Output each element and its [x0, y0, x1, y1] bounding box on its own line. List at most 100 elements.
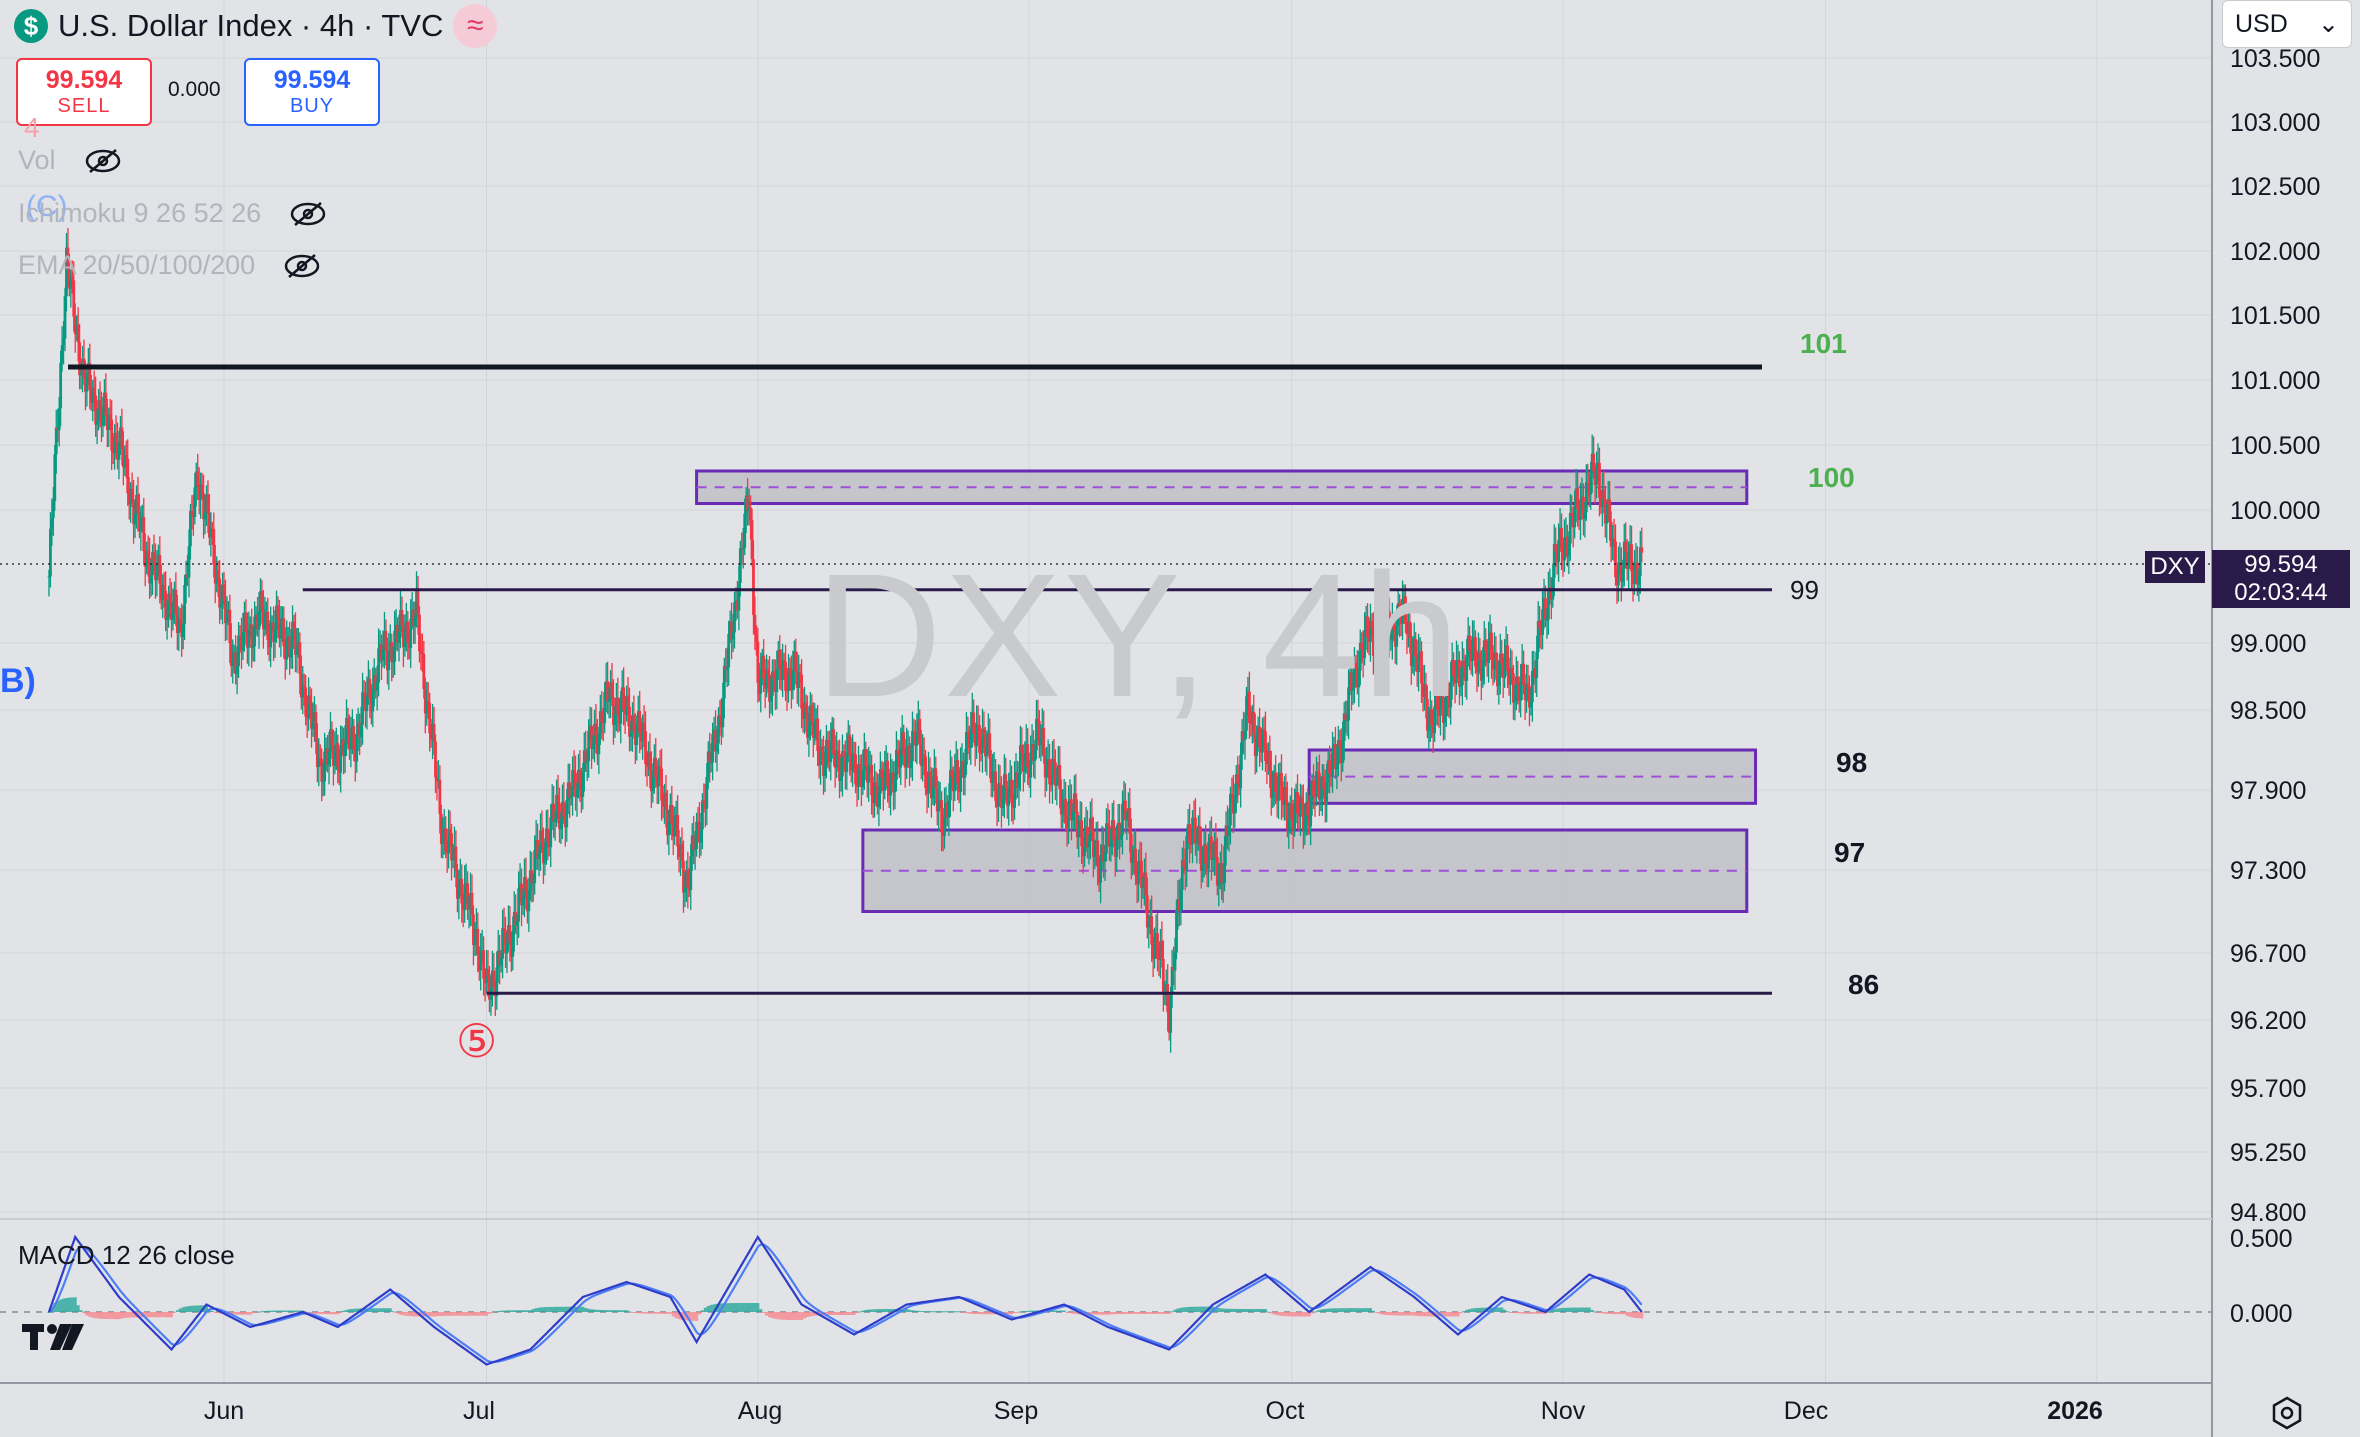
macd-histogram-bar — [99, 1312, 103, 1319]
candle-body — [1635, 562, 1639, 585]
macd-histogram-bar — [1290, 1312, 1294, 1317]
macd-histogram-bar — [394, 1312, 398, 1314]
candle-body — [1221, 882, 1225, 884]
hidden-eye-icon[interactable] — [84, 148, 122, 174]
candle-body — [235, 666, 239, 675]
candle-body — [457, 886, 461, 899]
candle-body — [1018, 745, 1022, 775]
candle-body — [1507, 670, 1511, 685]
macd-histogram-bar — [1506, 1311, 1510, 1313]
candle-body — [323, 751, 327, 782]
macd-histogram-bar — [1497, 1307, 1501, 1312]
candle-body — [260, 591, 264, 610]
symbol-title[interactable]: U.S. Dollar Index · 4h · TVC — [58, 8, 444, 43]
price-zones[interactable] — [695, 469, 1758, 913]
x-tick: Dec — [1783, 1397, 1829, 1425]
indicator-ema[interactable]: EMA 20/50/100/200 — [18, 250, 321, 281]
candle-body — [804, 702, 808, 713]
candle-body — [238, 635, 242, 637]
candle-body — [132, 499, 135, 525]
candle-body — [202, 493, 205, 520]
sell-button[interactable]: 99.594 SELL — [16, 58, 152, 126]
candle-body — [874, 782, 878, 787]
macd-histogram-bar — [432, 1312, 436, 1317]
candle-body — [75, 325, 79, 335]
macd-histogram-bar — [514, 1310, 518, 1312]
candle-body — [1447, 696, 1451, 708]
hidden-eye-icon[interactable] — [289, 201, 327, 227]
candle-body — [1528, 685, 1531, 708]
candle-body — [1549, 586, 1553, 600]
candle-body — [191, 514, 195, 517]
candle-body — [1212, 840, 1216, 859]
level-lines[interactable] — [0, 364, 2212, 995]
y-tick: 96.200 — [2230, 1007, 2307, 1035]
currency-select[interactable]: USD ⌄ — [2222, 0, 2352, 48]
candle-body — [794, 651, 798, 672]
candle-body — [826, 739, 830, 749]
candle-body — [62, 338, 65, 346]
candle-body — [273, 629, 277, 642]
candle-body — [369, 698, 373, 712]
candle-body — [619, 698, 623, 724]
candle-body — [476, 928, 480, 955]
candle-body — [110, 419, 114, 451]
macd-histogram-bar — [292, 1310, 296, 1312]
candle-body — [1250, 711, 1254, 724]
candle-body — [536, 839, 540, 859]
candle-body — [708, 751, 712, 763]
macd-histogram-bar — [1345, 1308, 1349, 1312]
macd-histogram-bar — [307, 1312, 311, 1313]
macd-histogram-bar — [1030, 1310, 1034, 1312]
candle-body — [1421, 683, 1425, 697]
settings-icon[interactable] — [2270, 1396, 2304, 1430]
candle-body — [695, 821, 698, 849]
candle-body — [261, 609, 265, 630]
buy-button[interactable]: 99.594 BUY — [244, 58, 380, 126]
macd-histogram-bar — [566, 1306, 570, 1312]
candle-body — [582, 750, 586, 772]
macd-histogram-bar — [257, 1311, 261, 1313]
candle-body — [553, 818, 557, 822]
candle-body — [54, 427, 58, 455]
hidden-eye-icon[interactable] — [283, 253, 321, 279]
macd-histogram-bar — [1053, 1310, 1057, 1312]
macd-histogram-bar — [1263, 1308, 1267, 1312]
macd-histogram-bar — [53, 1303, 57, 1312]
candle-body — [779, 669, 783, 680]
candle-body — [871, 795, 875, 804]
chart-header[interactable]: $ U.S. Dollar Index · 4h · TVC ≈ — [14, 4, 498, 48]
macd-histogram-bar — [1266, 1311, 1270, 1313]
tradingview-logo[interactable] — [22, 1318, 86, 1354]
candle-body — [537, 853, 541, 859]
macd-histogram-bar — [960, 1312, 964, 1313]
candle-body — [994, 771, 998, 801]
macd-histogram-bar — [339, 1312, 343, 1313]
candle-body — [518, 883, 522, 889]
candle-body — [439, 814, 443, 844]
candle-body — [1444, 690, 1448, 716]
indicator-ichimoku[interactable]: Ichimoku 9 26 52 26 — [18, 198, 327, 229]
macd-histogram-bar — [773, 1312, 777, 1319]
candle-body — [205, 494, 208, 513]
candle-body — [520, 883, 523, 906]
wave-icon[interactable]: ≈ — [453, 4, 498, 48]
candle-body — [108, 414, 112, 420]
macd-histogram-bar — [1252, 1308, 1256, 1312]
indicator-vol[interactable]: Vol — [18, 145, 122, 176]
macd-histogram-bar — [1479, 1307, 1483, 1312]
candle-body — [399, 609, 402, 633]
macd-histogram-bar — [1228, 1308, 1232, 1312]
candle-body — [102, 392, 106, 407]
macd-histogram-bar — [1010, 1312, 1014, 1315]
candle-body — [453, 846, 456, 859]
candle-body — [660, 768, 663, 801]
candle-body — [53, 454, 57, 502]
candle-body — [584, 750, 588, 763]
candle-body — [1570, 512, 1574, 516]
macd-histogram-bar — [619, 1310, 623, 1312]
candle-body — [1409, 637, 1413, 666]
candle-body — [816, 718, 820, 751]
macd-histogram-bar — [657, 1312, 661, 1314]
